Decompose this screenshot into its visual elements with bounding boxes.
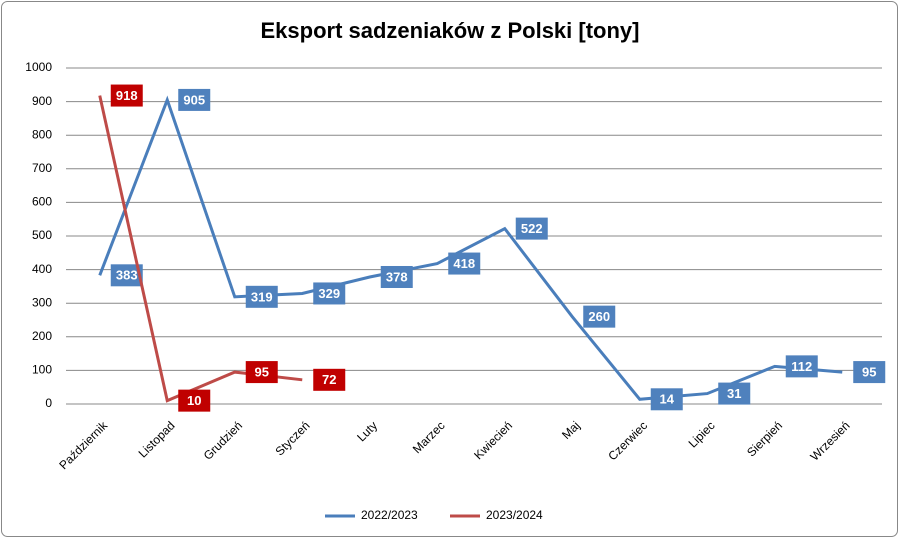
data-label-box bbox=[448, 252, 481, 275]
legend-label: 2023/2024 bbox=[486, 508, 543, 522]
y-tick-label: 800 bbox=[32, 127, 52, 141]
y-tick-label: 0 bbox=[45, 396, 52, 410]
data-label-box bbox=[718, 382, 751, 405]
data-label: 95 bbox=[255, 365, 269, 380]
data-label-box bbox=[245, 361, 278, 384]
data-label: 95 bbox=[862, 365, 876, 380]
data-label: 329 bbox=[318, 286, 340, 301]
y-tick-label: 600 bbox=[32, 195, 52, 209]
data-label: 918 bbox=[116, 88, 138, 103]
data-label-box bbox=[245, 285, 278, 308]
data-label-box bbox=[110, 84, 143, 107]
data-label-box bbox=[178, 88, 211, 111]
data-label-box bbox=[785, 355, 818, 378]
y-tick-label: 100 bbox=[32, 363, 52, 377]
data-label-box bbox=[110, 264, 143, 287]
data-label: 260 bbox=[588, 309, 610, 324]
data-label-box bbox=[583, 305, 616, 328]
data-label: 905 bbox=[183, 92, 205, 107]
data-label-box bbox=[853, 361, 886, 384]
data-label: 10 bbox=[187, 393, 201, 408]
data-label: 378 bbox=[386, 269, 408, 284]
y-tick-label: 500 bbox=[32, 228, 52, 242]
chart-title: Eksport sadzeniaków z Polski [tony] bbox=[261, 18, 640, 43]
data-label: 112 bbox=[791, 359, 812, 374]
data-label-box bbox=[313, 282, 346, 305]
data-label: 14 bbox=[660, 392, 675, 407]
data-label-box bbox=[313, 368, 346, 391]
data-label: 418 bbox=[453, 256, 475, 271]
data-label: 319 bbox=[251, 289, 273, 304]
data-label-box bbox=[515, 217, 548, 240]
data-label: 383 bbox=[116, 268, 138, 283]
data-label-box bbox=[178, 389, 211, 412]
legend-label: 2022/2023 bbox=[361, 508, 418, 522]
y-tick-label: 300 bbox=[32, 295, 52, 309]
y-tick-label: 400 bbox=[32, 262, 52, 276]
y-tick-label: 200 bbox=[32, 329, 52, 343]
data-label: 31 bbox=[727, 386, 741, 401]
data-label: 522 bbox=[521, 221, 543, 236]
data-label: 72 bbox=[322, 372, 336, 387]
data-label-box bbox=[650, 388, 683, 411]
y-tick-label: 1000 bbox=[25, 60, 52, 74]
y-tick-label: 900 bbox=[32, 94, 52, 108]
y-tick-label: 700 bbox=[32, 161, 52, 175]
data-label-box bbox=[380, 265, 413, 288]
